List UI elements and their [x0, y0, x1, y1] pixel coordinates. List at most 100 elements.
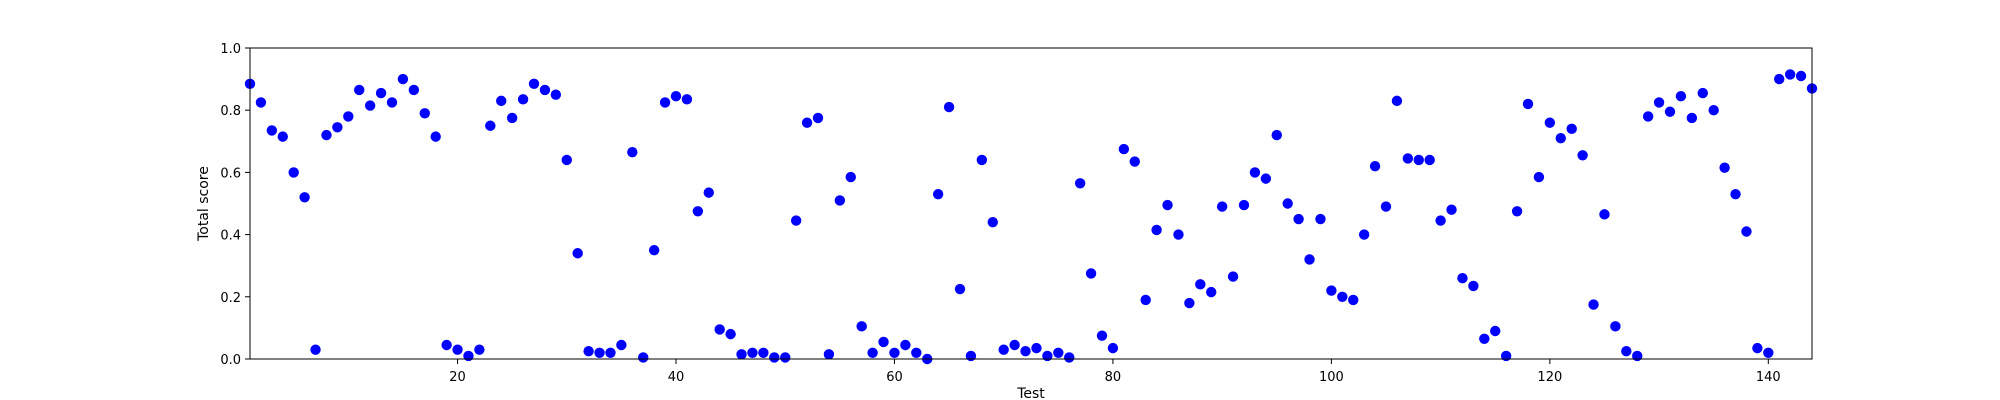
y-tick-label: 1.0 [220, 42, 241, 57]
data-point [1730, 188, 1741, 200]
data-point [1632, 350, 1643, 362]
data-point [408, 84, 420, 96]
data-point [943, 101, 955, 113]
data-point [976, 154, 988, 166]
data-point [1293, 213, 1304, 225]
data-point [1413, 154, 1424, 166]
x-tick-label: 40 [668, 370, 685, 385]
y-tick-label: 0.2 [220, 291, 241, 306]
data-point [812, 112, 824, 124]
data-point [670, 91, 682, 102]
data-point [747, 347, 758, 358]
data-point [419, 108, 430, 119]
data-point [1260, 173, 1272, 184]
data-point [1642, 111, 1654, 122]
data-point [1784, 69, 1796, 80]
data-point [1708, 105, 1719, 116]
data-point [801, 117, 813, 128]
data-point [1326, 285, 1337, 296]
data-point [1402, 153, 1414, 164]
data-point [1697, 87, 1708, 99]
y-axis-label: Total score [196, 166, 212, 242]
data-point [354, 84, 365, 96]
y-axis: 0.0 0.2 0.4 0.6 0.8 1.0 [220, 42, 250, 368]
data-point [1446, 204, 1457, 215]
data-point [1490, 325, 1501, 337]
data-point [1686, 112, 1698, 124]
x-tick-label: 60 [886, 370, 903, 385]
data-point [1238, 199, 1250, 211]
data-point [823, 349, 835, 360]
data-point [1315, 213, 1326, 225]
data-point [1664, 106, 1676, 117]
data-point [681, 94, 693, 105]
data-point [1206, 286, 1217, 298]
data-point [1162, 199, 1173, 211]
data-point [1500, 350, 1512, 362]
data-point [1653, 97, 1665, 108]
data-point [1337, 291, 1348, 302]
data-point [528, 78, 540, 89]
data-point [1282, 198, 1293, 209]
data-point [1085, 268, 1097, 279]
data-point [1249, 167, 1261, 178]
data-point [277, 131, 288, 142]
data-point [1424, 154, 1435, 166]
data-point [572, 248, 583, 259]
data-point [266, 125, 278, 136]
data-point [1533, 171, 1545, 183]
data-point [1588, 299, 1599, 310]
y-tick-label: 0.6 [220, 166, 241, 181]
data-point [1053, 347, 1064, 358]
data-points [244, 69, 1818, 365]
data-point [1358, 229, 1370, 240]
x-tick-label: 20 [449, 370, 466, 385]
data-point [539, 84, 551, 96]
data-point [758, 347, 769, 358]
data-point [1020, 346, 1031, 357]
data-point [1184, 297, 1195, 309]
data-point [703, 187, 714, 198]
data-point [659, 97, 671, 108]
plot-area-frame [249, 47, 1813, 360]
data-point [1435, 215, 1446, 226]
data-point [638, 352, 649, 363]
data-point [856, 321, 867, 332]
data-point [1195, 279, 1206, 290]
data-point [867, 347, 878, 358]
data-point [987, 216, 998, 228]
data-point [932, 188, 944, 200]
data-point [1468, 280, 1479, 292]
data-point [889, 347, 900, 358]
data-point [714, 324, 725, 335]
data-point [430, 131, 441, 142]
data-point [386, 97, 398, 108]
data-point [845, 171, 856, 183]
data-point [517, 94, 529, 105]
data-point [1719, 162, 1730, 173]
data-point [1096, 330, 1108, 341]
data-point [506, 112, 518, 124]
data-point [834, 195, 846, 206]
data-point [1795, 70, 1807, 82]
data-point [583, 346, 594, 357]
data-point [1118, 143, 1130, 155]
data-point [1599, 209, 1610, 220]
data-point [1151, 224, 1162, 236]
data-point [1031, 342, 1042, 354]
data-point [1009, 339, 1020, 351]
data-point [550, 89, 562, 100]
data-point [452, 344, 463, 355]
data-point [364, 100, 376, 111]
data-point [769, 352, 780, 363]
data-point [1610, 321, 1621, 332]
data-point [1369, 160, 1381, 172]
data-point [725, 328, 736, 340]
data-point [900, 339, 911, 351]
data-point [594, 347, 605, 358]
x-tick-label: 120 [1537, 370, 1562, 385]
data-point [954, 283, 966, 295]
data-point [1348, 294, 1359, 306]
data-point [463, 350, 474, 362]
